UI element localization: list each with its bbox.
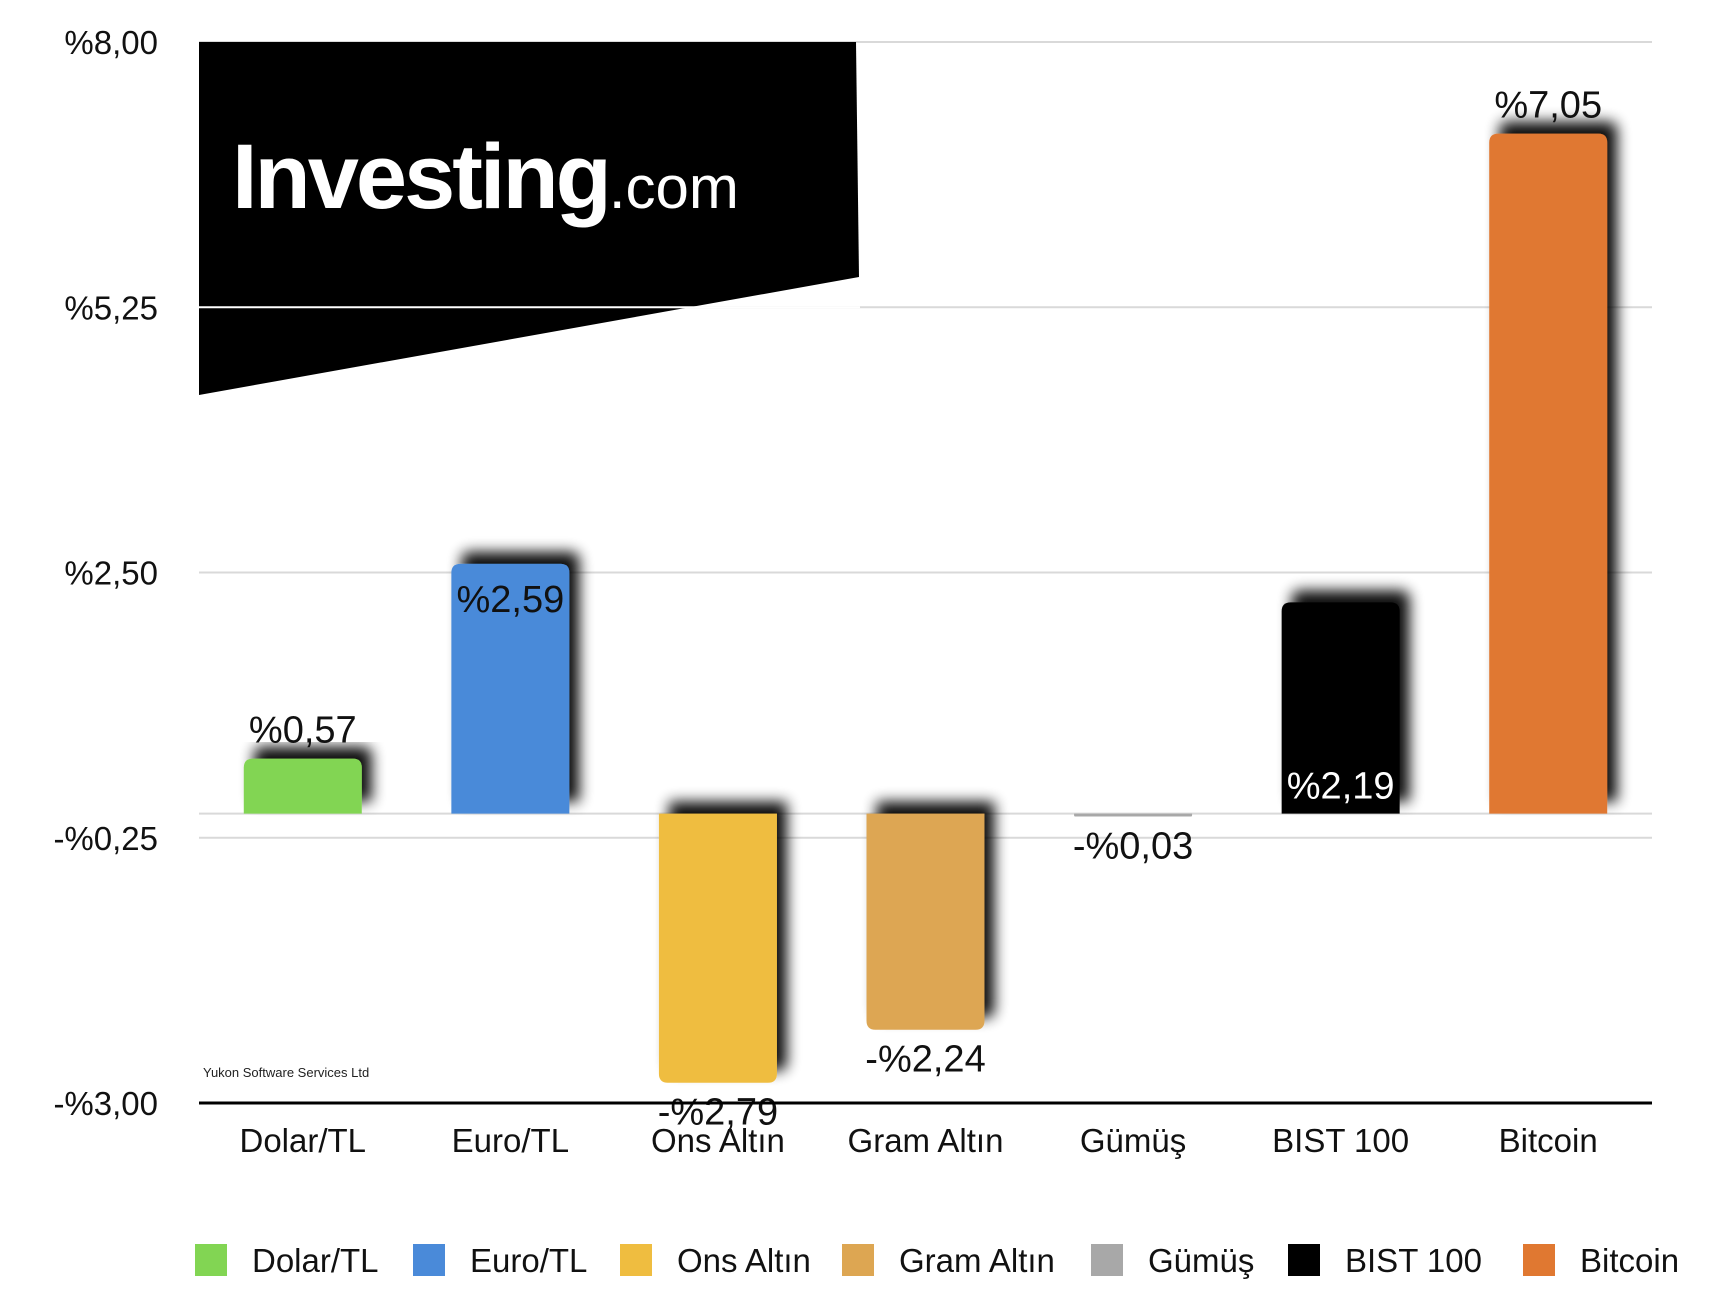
y-tick-label: -%0,25: [53, 820, 158, 857]
credit-text: Yukon Software Services Ltd: [203, 1065, 369, 1080]
legend-label: Ons Altın: [677, 1242, 811, 1279]
y-tick-label: -%3,00: [53, 1085, 158, 1122]
x-tick-label: Gümüş: [1080, 1122, 1186, 1159]
bars: [243, 133, 1608, 1083]
bar: [658, 813, 777, 1083]
data-label: %7,05: [1494, 85, 1602, 127]
legend-swatch: [413, 1244, 445, 1276]
legend-label: Euro/TL: [470, 1242, 587, 1279]
bar: [866, 813, 985, 1030]
legend-swatch: [842, 1244, 874, 1276]
x-tick-label: Ons Altın: [651, 1122, 785, 1159]
data-label: %2,59: [456, 579, 564, 621]
bar: [243, 758, 362, 814]
x-tick-label: Gram Altın: [848, 1122, 1004, 1159]
bar: [1074, 813, 1193, 817]
logo-word: Investing: [232, 126, 609, 228]
x-tick-label: BIST 100: [1272, 1122, 1409, 1159]
legend-swatch: [620, 1244, 652, 1276]
data-label: -%0,03: [1073, 826, 1193, 868]
y-tick-label: %2,50: [64, 555, 158, 592]
bar: [451, 563, 570, 814]
x-tick-label: Bitcoin: [1499, 1122, 1598, 1159]
data-labels: %0,57 %2,59 -%2,79 -%2,24 -%0,03 %2,19 %7,05: [249, 85, 1602, 1134]
bar: [1281, 602, 1400, 814]
y-tick-label: %8,00: [64, 24, 158, 61]
x-tick-label: Euro/TL: [452, 1122, 569, 1159]
x-axis-tick-labels: Dolar/TL Euro/TL Ons Altın Gram Altın Gümüş B…: [240, 1122, 1598, 1159]
data-label: -%2,24: [865, 1039, 985, 1081]
logo-suffix: .com: [609, 154, 739, 221]
legend-label: Bitcoin: [1580, 1242, 1679, 1279]
x-tick-label: Dolar/TL: [240, 1122, 367, 1159]
legend-label: Dolar/TL: [252, 1242, 379, 1279]
legend-swatch: [1288, 1244, 1320, 1276]
y-axis-tick-labels: %8,00 %5,25 %2,50 -%0,25 -%3,00: [53, 24, 158, 1122]
data-label: -%2,79: [658, 1092, 778, 1134]
legend-label: BIST 100: [1345, 1242, 1482, 1279]
legend-label: Gram Altın: [899, 1242, 1055, 1279]
legend: Dolar/TL Euro/TL Ons Altın Gram Altın Gümüş B…: [195, 1242, 1679, 1279]
legend-swatch: [1523, 1244, 1555, 1276]
data-label: %0,57: [249, 710, 357, 752]
data-label: %2,19: [1287, 766, 1395, 808]
legend-label: Gümüş: [1148, 1242, 1254, 1279]
investing-logo: Investing.com: [199, 42, 859, 395]
bar: [1489, 133, 1608, 814]
legend-swatch: [195, 1244, 227, 1276]
y-tick-label: %5,25: [64, 289, 158, 326]
legend-swatch: [1091, 1244, 1123, 1276]
logo-wordmark: Investing.com: [232, 126, 739, 228]
